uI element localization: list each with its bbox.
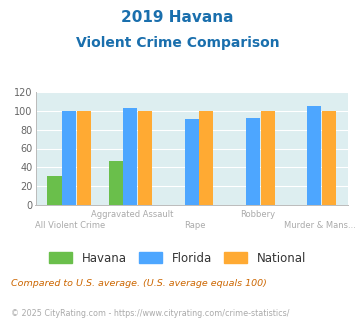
Text: Rape: Rape: [184, 221, 206, 230]
Text: Aggravated Assault: Aggravated Assault: [91, 210, 174, 218]
Bar: [138, 111, 152, 205]
Text: 2019 Havana: 2019 Havana: [121, 10, 234, 25]
Bar: [48, 176, 61, 205]
Bar: [124, 108, 137, 205]
Text: Robbery: Robbery: [240, 210, 275, 218]
Bar: [322, 111, 336, 205]
Bar: [62, 111, 76, 205]
Bar: [200, 111, 213, 205]
Text: Violent Crime Comparison: Violent Crime Comparison: [76, 36, 279, 50]
Text: All Violent Crime: All Violent Crime: [35, 221, 105, 230]
Text: Murder & Mans...: Murder & Mans...: [284, 221, 355, 230]
Legend: Havana, Florida, National: Havana, Florida, National: [44, 247, 311, 269]
Bar: [77, 111, 91, 205]
Text: © 2025 CityRating.com - https://www.cityrating.com/crime-statistics/: © 2025 CityRating.com - https://www.city…: [11, 309, 289, 317]
Text: Compared to U.S. average. (U.S. average equals 100): Compared to U.S. average. (U.S. average …: [11, 279, 267, 288]
Bar: [261, 111, 275, 205]
Bar: [185, 118, 199, 205]
Bar: [109, 161, 123, 205]
Bar: [246, 117, 260, 205]
Bar: [307, 106, 321, 205]
